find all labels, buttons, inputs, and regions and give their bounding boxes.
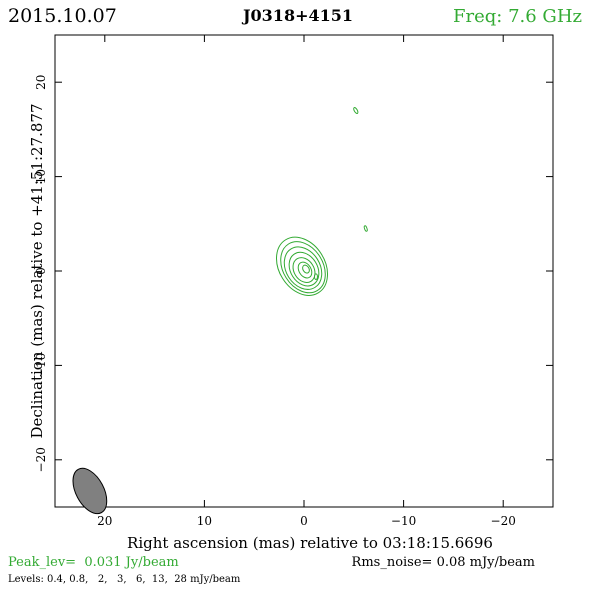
tick-labels: 20 10 0 −10 −20 20 10 0 −10 −20 <box>34 75 516 528</box>
contour-lines <box>276 107 368 296</box>
x-tick-label: 20 <box>97 514 112 528</box>
contour-line <box>288 251 320 287</box>
contour-line <box>280 241 326 294</box>
y-axis-label: Declination (mas) relative to +41:51:27.… <box>28 103 46 438</box>
rms-noise: Rms_noise= 0.08 mJy/beam <box>352 555 535 570</box>
beam-ellipse <box>72 467 108 515</box>
contour-island <box>313 273 318 280</box>
y-tick-label: 20 <box>34 75 48 90</box>
y-tick-label: 0 <box>34 267 48 275</box>
contour-line <box>297 261 313 279</box>
peak-level: Peak_lev= 0.031 Jy/beam <box>8 555 179 570</box>
x-tick-label: 0 <box>300 514 308 528</box>
beam-shape <box>72 467 108 515</box>
x-tick-label: −20 <box>491 514 516 528</box>
y-tick-label: 10 <box>34 169 48 184</box>
contour-line <box>283 246 323 290</box>
axis-ticks <box>55 35 553 507</box>
frequency-label: Freq: 7.6 GHz <box>453 6 582 27</box>
date-label: 2015.10.07 <box>8 5 117 27</box>
contour-line <box>276 236 329 296</box>
contour-levels: Levels: 0.4, 0.8, 2, 3, 6, 13, 28 mJy/be… <box>8 574 241 585</box>
x-tick-label: 10 <box>197 514 212 528</box>
contour-line <box>302 264 310 274</box>
contour-line <box>292 257 316 283</box>
contour-island <box>353 107 359 114</box>
y-tick-label: −20 <box>34 447 48 472</box>
x-axis-label: Right ascension (mas) relative to 03:18:… <box>127 534 493 552</box>
x-tick-label: −10 <box>391 514 416 528</box>
y-tick-label: −10 <box>34 353 48 378</box>
source-name: J0318+4151 <box>241 6 353 25</box>
contour-island <box>363 225 368 232</box>
